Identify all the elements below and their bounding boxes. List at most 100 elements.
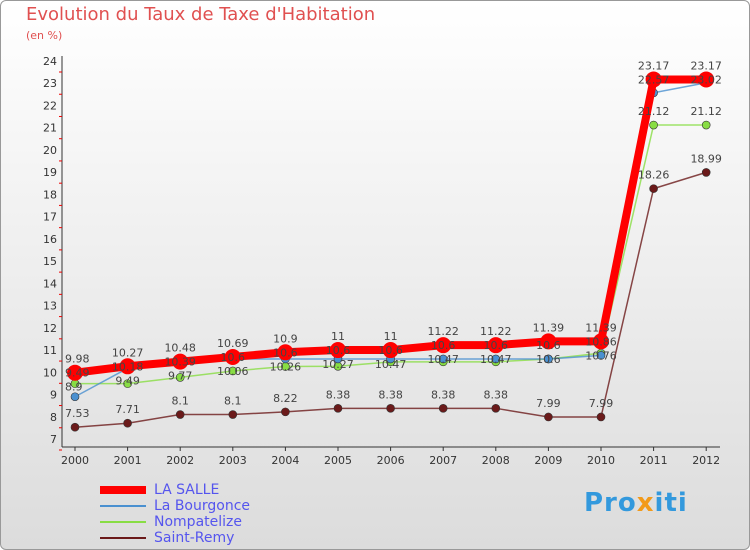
data-point <box>228 366 238 376</box>
data-point <box>649 184 658 193</box>
legend-swatch <box>100 505 146 507</box>
y-unit-label: (en %) <box>26 29 63 42</box>
data-point <box>701 120 711 130</box>
data-label: 11.22 <box>480 325 512 338</box>
legend-label: La Bourgonce <box>154 498 251 514</box>
data-label: 23.17 <box>638 59 670 72</box>
legend-label: Saint-Remy <box>154 530 235 546</box>
data-point <box>386 404 395 413</box>
x-tick-label: 2007 <box>429 454 457 467</box>
legend-label: Nompatelize <box>154 514 242 530</box>
data-point <box>67 364 83 381</box>
x-tick-label: 2006 <box>377 454 405 467</box>
x-tick-label: 2002 <box>166 454 194 467</box>
data-point <box>596 412 606 422</box>
data-label: 10.86 <box>585 335 617 348</box>
x-tick-label: 2011 <box>640 454 668 467</box>
x-tick-label: 2008 <box>482 454 510 467</box>
data-point <box>701 168 711 177</box>
data-label: 9.98 <box>65 353 90 366</box>
data-point <box>333 404 343 413</box>
data-point <box>175 410 185 419</box>
data-label: 11.39 <box>585 321 617 334</box>
legend-swatch <box>100 521 146 523</box>
data-label: 8.38 <box>378 388 403 401</box>
data-label: 10.69 <box>217 337 249 350</box>
data-point <box>228 410 238 419</box>
data-label: 10.76 <box>585 349 617 362</box>
data-label: 9.77 <box>168 370 193 383</box>
x-tick-label: 2005 <box>324 454 352 467</box>
data-label: 10.48 <box>164 342 196 355</box>
y-tick-label: 20 <box>43 144 57 157</box>
data-point <box>596 351 606 360</box>
y-tick-label: 7 <box>50 433 57 446</box>
data-label: 10.6 <box>431 339 456 352</box>
data-label: 10.6 <box>536 339 561 352</box>
data-point <box>277 344 294 361</box>
data-label: 21.12 <box>638 105 670 118</box>
data-point <box>330 342 346 359</box>
data-label: 22.57 <box>638 73 670 86</box>
y-tick-label: 13 <box>43 300 57 313</box>
data-label: 18.99 <box>690 152 722 165</box>
data-point <box>224 348 241 365</box>
data-point <box>70 392 80 402</box>
y-tick-label: 16 <box>43 233 57 246</box>
data-point <box>544 354 553 364</box>
y-tick-label: 17 <box>43 211 57 224</box>
chart-title: Evolution du Taux de Taxe d'Habitation <box>26 4 376 25</box>
data-point <box>487 337 504 354</box>
data-point <box>382 342 399 359</box>
x-tick-label: 2003 <box>219 454 247 467</box>
data-label: 7.53 <box>65 407 90 420</box>
data-point <box>698 71 715 88</box>
y-tick-label: 9 <box>50 389 57 402</box>
data-label: 10.27 <box>322 358 354 371</box>
data-label: 7.71 <box>115 403 140 416</box>
data-label: 11 <box>384 330 398 343</box>
data-label: 8.9 <box>65 381 83 394</box>
y-tick-label: 23 <box>43 77 57 90</box>
data-label: 10.26 <box>270 360 302 373</box>
y-tick-label: 14 <box>43 277 57 290</box>
data-label: 10.6 <box>326 344 351 357</box>
data-label: 10.47 <box>375 358 407 371</box>
data-label: 9.49 <box>115 374 140 387</box>
y-tick-label: 12 <box>43 322 57 335</box>
data-label: 8.1 <box>224 395 242 408</box>
y-tick-label: 10 <box>43 366 57 379</box>
data-point <box>435 337 452 354</box>
legend-label: LA SALLE <box>154 482 220 498</box>
data-label: 10.6 <box>536 353 561 366</box>
data-label: 10.47 <box>427 353 459 366</box>
data-point <box>175 373 185 382</box>
data-label: 11.22 <box>427 325 459 338</box>
data-label: 10.9 <box>273 332 298 345</box>
data-point <box>491 354 501 364</box>
data-label: 8.1 <box>171 395 189 408</box>
data-point <box>645 71 662 88</box>
legend-item: Saint-Remy <box>100 530 250 546</box>
data-point <box>544 412 553 422</box>
y-tick-label: 15 <box>43 255 57 268</box>
data-label: 10.6 <box>221 351 246 364</box>
data-label: 10.47 <box>480 353 512 366</box>
data-label: 11.39 <box>533 321 565 334</box>
proxiti-logo: Proxiti <box>584 488 688 518</box>
data-point <box>119 358 136 375</box>
data-point <box>70 422 80 432</box>
data-point <box>649 120 658 130</box>
data-point <box>123 379 132 388</box>
legend: LA SALLE La Bourgonce Nompatelize Saint-Rem… <box>100 482 250 546</box>
y-tick-label: 24 <box>43 55 57 68</box>
data-label: 10.06 <box>217 365 249 378</box>
data-label: 10.6 <box>484 339 509 352</box>
y-tick-label: 18 <box>43 188 57 201</box>
data-label: 9.49 <box>65 367 90 380</box>
y-tick-label: 8 <box>50 411 57 424</box>
data-point <box>593 333 609 350</box>
data-label: 8.38 <box>484 388 509 401</box>
data-label: 8.38 <box>326 388 351 401</box>
